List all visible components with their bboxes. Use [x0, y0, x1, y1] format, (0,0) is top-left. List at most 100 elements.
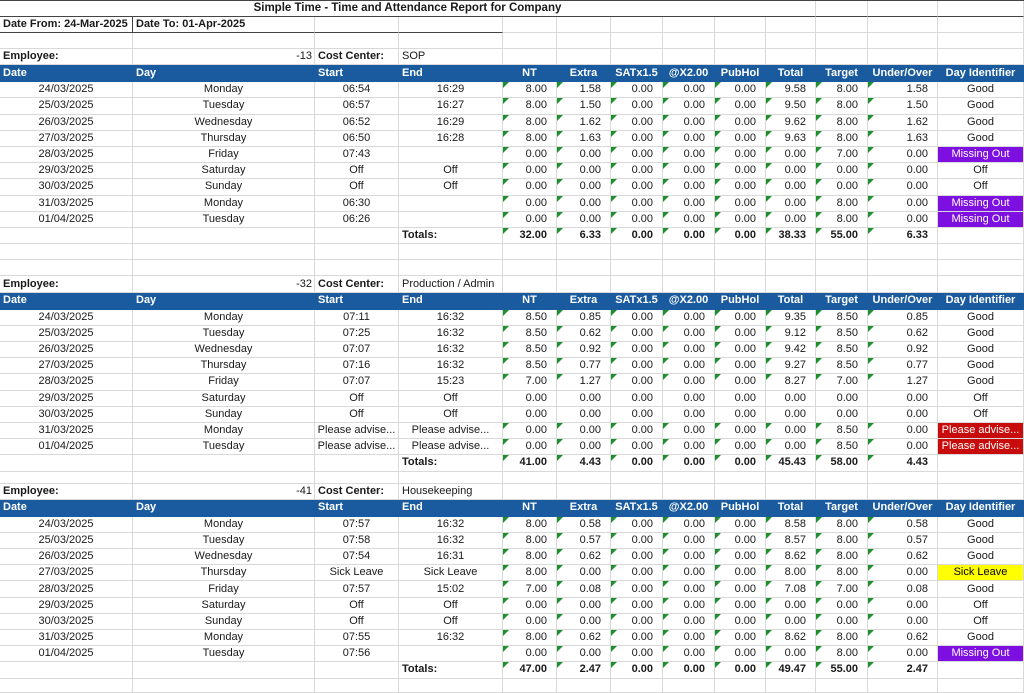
empty-cell[interactable] [399, 260, 503, 277]
empty-cell[interactable] [766, 17, 816, 33]
cell-pubhol[interactable]: 0.00 [715, 227, 766, 245]
empty-cell[interactable] [0, 260, 133, 277]
empty-cell[interactable] [503, 471, 557, 484]
cell-nt[interactable]: 0.00 [503, 613, 557, 630]
empty-cell[interactable] [399, 244, 503, 261]
cell-x2[interactable]: 0.00 [663, 613, 715, 630]
totals-label[interactable]: Totals: [399, 227, 503, 245]
header-target[interactable]: Target [816, 65, 868, 83]
cell-day-identifier[interactable]: Good [938, 82, 1024, 99]
cell-nt[interactable]: 8.00 [503, 130, 557, 147]
empty-cell[interactable] [133, 455, 315, 472]
empty-cell[interactable] [0, 455, 133, 472]
cell-target[interactable]: 8.00 [816, 211, 868, 228]
cell-pubhol[interactable]: 0.00 [715, 195, 766, 212]
empty-cell[interactable] [938, 1, 1024, 17]
cell-end[interactable]: Please advise... [399, 439, 503, 456]
header-under-over[interactable]: Under/Over [868, 65, 938, 83]
empty-cell[interactable] [0, 244, 133, 261]
cell-nt[interactable]: 8.50 [503, 309, 557, 326]
cell-satx15[interactable]: 0.00 [611, 630, 663, 647]
cell-x2[interactable]: 0.00 [663, 581, 715, 598]
employee-label[interactable]: Employee: [0, 49, 133, 66]
cell-x2[interactable]: 0.00 [663, 390, 715, 407]
empty-cell[interactable] [315, 678, 399, 693]
empty-cell[interactable] [315, 662, 399, 679]
cell-day[interactable]: Wednesday [133, 342, 315, 359]
cell-pubhol[interactable]: 0.00 [715, 662, 766, 679]
cell-x2[interactable]: 0.00 [663, 195, 715, 212]
cell-total[interactable]: 9.35 [766, 309, 816, 326]
empty-cell[interactable] [868, 49, 938, 66]
cell-under-over[interactable]: 0.00 [868, 211, 938, 228]
cell-nt[interactable]: 8.00 [503, 549, 557, 566]
cell-satx15[interactable]: 0.00 [611, 309, 663, 326]
cell-x2[interactable]: 0.00 [663, 439, 715, 456]
empty-cell[interactable] [315, 33, 399, 49]
cell-end[interactable]: 16:32 [399, 516, 503, 533]
cell-under-over[interactable]: 4.43 [868, 455, 938, 472]
cell-pubhol[interactable]: 0.00 [715, 406, 766, 423]
cell-date[interactable]: 01/04/2025 [0, 439, 133, 456]
cell-total[interactable]: 0.00 [766, 211, 816, 228]
empty-cell[interactable] [938, 455, 1024, 472]
cell-date[interactable]: 30/03/2025 [0, 179, 133, 196]
cell-day-identifier[interactable]: Off [938, 613, 1024, 630]
cell-nt[interactable]: 8.50 [503, 342, 557, 359]
header-nt[interactable]: NT [503, 499, 557, 517]
cell-target[interactable]: 8.00 [816, 646, 868, 663]
empty-cell[interactable] [503, 33, 557, 49]
cell-end[interactable]: 16:27 [399, 98, 503, 115]
cell-start[interactable]: 07:54 [315, 549, 399, 566]
cell-under-over[interactable]: 0.57 [868, 532, 938, 550]
cell-end[interactable]: Sick Leave [399, 565, 503, 582]
cell-start[interactable]: 06:52 [315, 114, 399, 131]
empty-cell[interactable] [663, 49, 715, 66]
cell-date[interactable]: 31/03/2025 [0, 195, 133, 212]
cell-target[interactable]: 8.00 [816, 98, 868, 115]
cell-extra[interactable]: 0.00 [557, 179, 611, 196]
cell-extra[interactable]: 0.00 [557, 597, 611, 614]
header-day-identifier[interactable]: Day Identifier [938, 499, 1024, 517]
cell-day-identifier[interactable]: Off [938, 390, 1024, 407]
cell-under-over[interactable]: 0.62 [868, 630, 938, 647]
cell-pubhol[interactable]: 0.00 [715, 211, 766, 228]
cost-center-label[interactable]: Cost Center: [315, 49, 399, 66]
cell-start[interactable]: Off [315, 597, 399, 614]
cell-satx15[interactable]: 0.00 [611, 146, 663, 164]
cell-extra[interactable]: 0.58 [557, 516, 611, 533]
cell-end[interactable]: Off [399, 163, 503, 180]
cell-pubhol[interactable]: 0.00 [715, 646, 766, 663]
cell-extra[interactable]: 1.27 [557, 374, 611, 391]
empty-cell[interactable] [557, 33, 611, 49]
empty-cell[interactable] [399, 678, 503, 693]
cell-pubhol[interactable]: 0.00 [715, 516, 766, 533]
cell-x2[interactable]: 0.00 [663, 211, 715, 228]
cell-pubhol[interactable]: 0.00 [715, 455, 766, 472]
cell-start[interactable]: 06:30 [315, 195, 399, 212]
cell-total[interactable]: 0.00 [766, 613, 816, 630]
cell-day[interactable]: Monday [133, 630, 315, 647]
empty-cell[interactable] [816, 483, 868, 500]
cell-end[interactable]: 15:02 [399, 581, 503, 598]
empty-cell[interactable] [766, 471, 816, 484]
empty-cell[interactable] [868, 260, 938, 277]
cell-total[interactable]: 8.62 [766, 549, 816, 566]
cell-start[interactable]: 07:07 [315, 374, 399, 391]
cell-end[interactable]: 15:23 [399, 374, 503, 391]
cell-pubhol[interactable]: 0.00 [715, 374, 766, 391]
cell-extra[interactable]: 0.00 [557, 646, 611, 663]
cell-under-over[interactable]: 6.33 [868, 227, 938, 245]
cell-day-identifier[interactable]: Good [938, 114, 1024, 131]
cell-under-over[interactable]: 0.00 [868, 613, 938, 630]
empty-cell[interactable] [938, 662, 1024, 679]
cell-pubhol[interactable]: 0.00 [715, 342, 766, 359]
cell-day-identifier[interactable]: Sick Leave [938, 565, 1024, 582]
cell-total[interactable]: 8.27 [766, 374, 816, 391]
cell-day-identifier[interactable]: Good [938, 358, 1024, 375]
cell-x2[interactable]: 0.00 [663, 406, 715, 423]
cell-under-over[interactable]: 0.00 [868, 390, 938, 407]
cell-start[interactable]: 07:16 [315, 358, 399, 375]
cell-satx15[interactable]: 0.00 [611, 130, 663, 147]
cell-nt[interactable]: 8.00 [503, 516, 557, 533]
